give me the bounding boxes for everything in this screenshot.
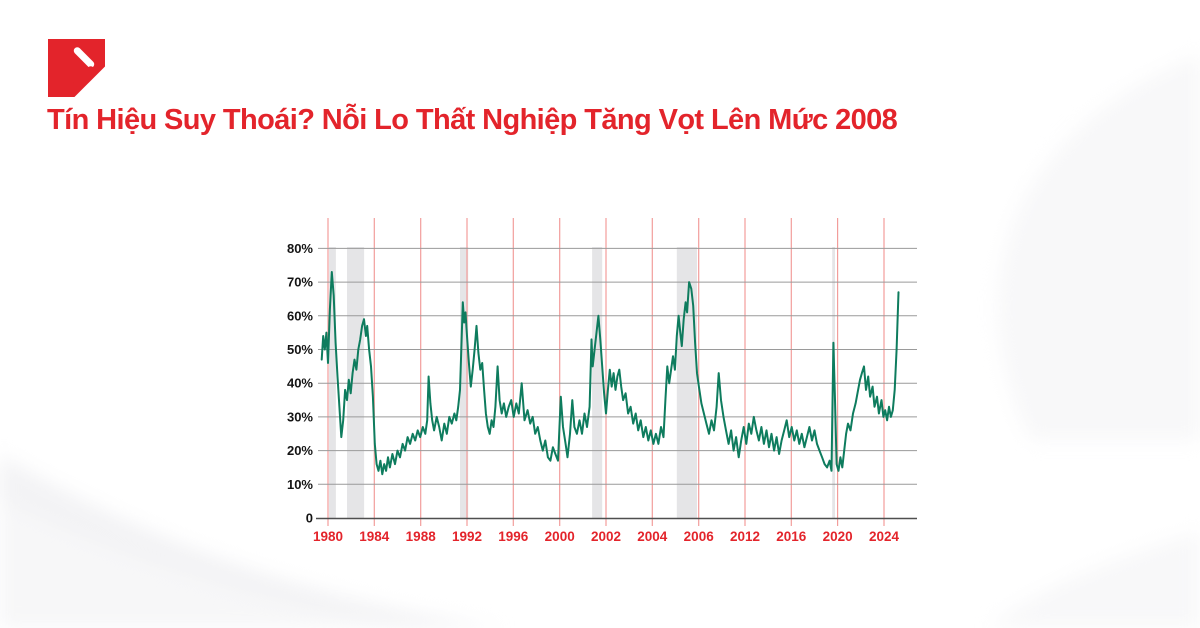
x-axis-label-1980: 1980 <box>313 529 343 544</box>
y-axis-label-60: 60% <box>287 308 313 323</box>
x-axis-label-2020: 2020 <box>823 529 853 544</box>
recession-band <box>676 247 697 518</box>
x-axis-label-2016: 2016 <box>776 529 807 544</box>
x-axis-label-2006: 2006 <box>684 529 715 544</box>
recession-band <box>329 247 336 518</box>
x-axis-label-2002: 2002 <box>591 529 621 544</box>
x-axis-label-1996: 1996 <box>498 529 529 544</box>
y-axis-label-20: 20% <box>287 443 313 458</box>
recession-band <box>592 247 603 518</box>
recession-band <box>460 247 469 518</box>
x-axis-label-2000: 2000 <box>545 529 575 544</box>
y-axis-label-30: 30% <box>287 409 313 424</box>
x-axis-label-2012: 2012 <box>730 529 760 544</box>
background-swoosh-top-right <box>998 54 1200 440</box>
x-axis-label-1988: 1988 <box>406 529 437 544</box>
series-line-unemployment-fear-share <box>320 271 900 476</box>
background-swoosh-bottom-right <box>989 531 1200 628</box>
x-axis-label-2024: 2024 <box>869 529 900 544</box>
y-axis-label-70: 70% <box>287 275 313 290</box>
y-axis-label-50: 50% <box>287 342 313 357</box>
y-axis-label-40: 40% <box>287 376 313 391</box>
headline: Tín Hiệu Suy Thoái? Nỗi Lo Thất Nghiệp T… <box>47 104 898 136</box>
x-axis-label-2004: 2004 <box>637 529 668 544</box>
y-axis-label-0: 0 <box>306 511 313 526</box>
x-axis-label-1984: 1984 <box>359 529 390 544</box>
background-swoosh-bottom-left-inner <box>0 500 420 628</box>
x-axis-label-1992: 1992 <box>452 529 482 544</box>
brand-logo <box>48 39 150 144</box>
y-axis-label-10: 10% <box>287 477 313 492</box>
y-axis-label-80: 80% <box>287 241 313 256</box>
